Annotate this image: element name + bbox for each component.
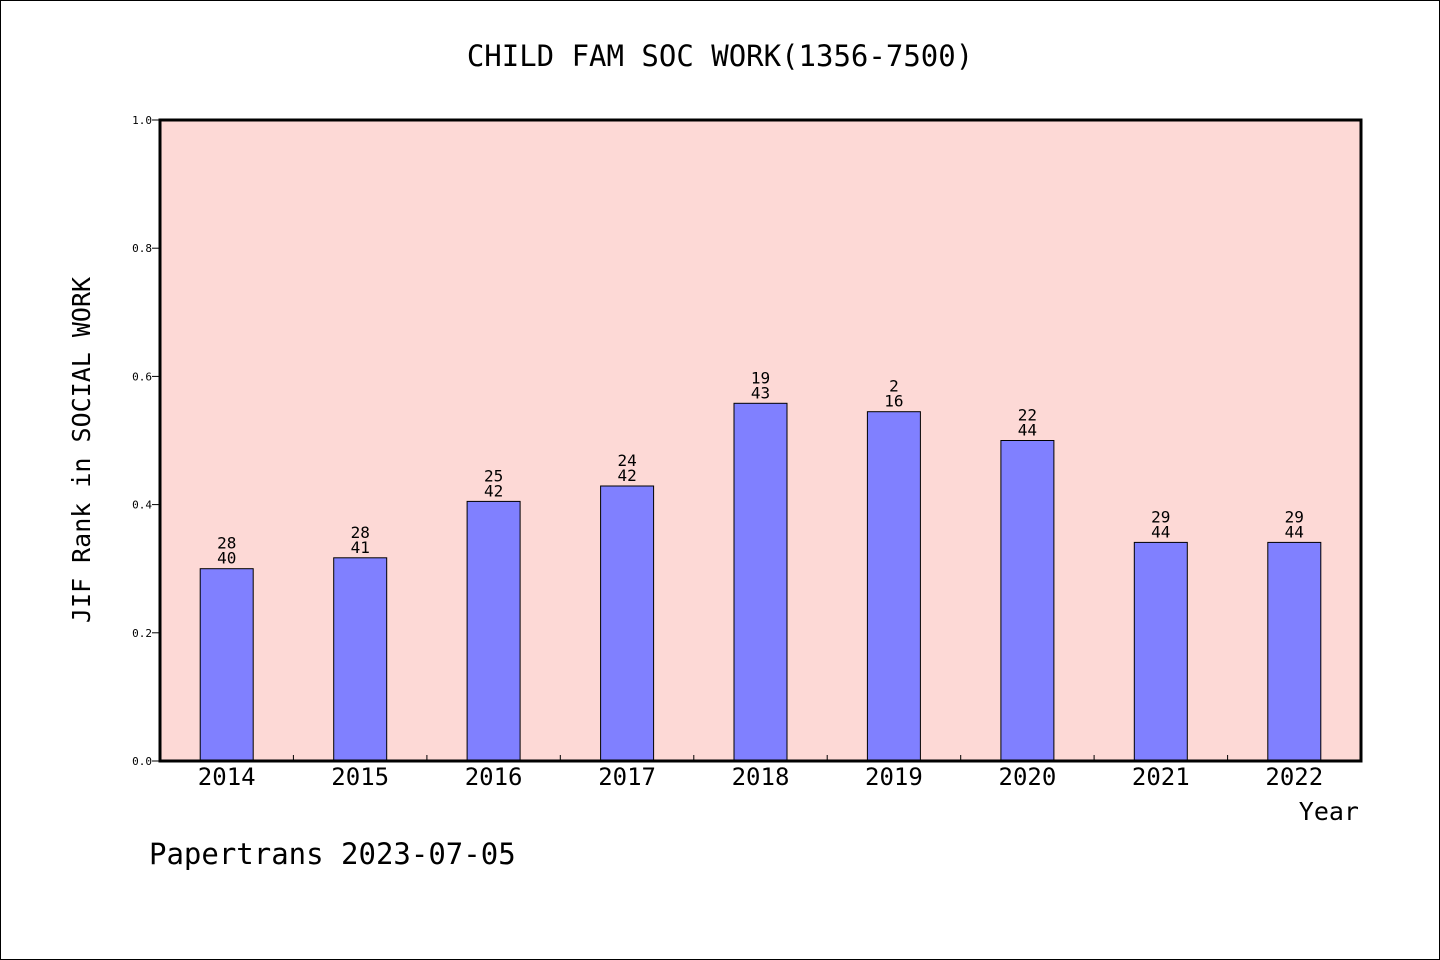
bar-label-total: 44 xyxy=(1151,522,1170,541)
bar-label-rank: 24 xyxy=(617,451,636,470)
bar-label-rank: 28 xyxy=(351,523,370,542)
bar-label-rank: 29 xyxy=(1151,507,1170,526)
bar-2020 xyxy=(1000,440,1055,762)
bar-label-total: 43 xyxy=(751,383,770,402)
bar-label-rank: 22 xyxy=(1018,406,1037,425)
bar-2015 xyxy=(333,557,388,762)
bar-label-total: 42 xyxy=(484,481,503,500)
x-tick-label: 2022 xyxy=(1265,763,1323,791)
x-tick-label: 2014 xyxy=(198,763,256,791)
bar-label-rank: 28 xyxy=(217,534,236,553)
bar-label-total: 44 xyxy=(1285,522,1304,541)
x-axis-label: Year xyxy=(1299,797,1359,826)
y-axis-label: JIF Rank in SOCIAL WORK xyxy=(67,277,96,623)
plot-border xyxy=(158,118,1363,763)
bar-label-total: 41 xyxy=(351,538,370,557)
bar-label-rank: 2 xyxy=(889,377,899,396)
y-tick-label: 0.6 xyxy=(132,370,152,383)
bar-2017 xyxy=(600,485,655,762)
bar-label-total: 44 xyxy=(1018,421,1037,440)
x-tick-label: 2019 xyxy=(865,763,923,791)
y-tick-label: 0.4 xyxy=(132,499,152,512)
bar-2014 xyxy=(199,568,254,762)
bar-2016 xyxy=(466,500,521,762)
bar-2018 xyxy=(733,402,788,762)
x-tick-label: 2015 xyxy=(331,763,389,791)
bar-label-total: 42 xyxy=(617,466,636,485)
bar-label-total: 40 xyxy=(217,549,236,568)
x-tick-label: 2020 xyxy=(999,763,1057,791)
bar-2019 xyxy=(866,411,921,762)
bar-2021 xyxy=(1133,541,1188,762)
bar-label-rank: 29 xyxy=(1285,507,1304,526)
bar-label-rank: 19 xyxy=(751,368,770,387)
x-tick-label: 2017 xyxy=(598,763,656,791)
chart-title: CHILD FAM SOC WORK(1356-7500) xyxy=(467,39,973,73)
x-tick-label: 2018 xyxy=(732,763,790,791)
y-tick-label: 0.8 xyxy=(132,242,152,255)
x-tick-label: 2016 xyxy=(465,763,523,791)
bar-label-rank: 25 xyxy=(484,466,503,485)
bar-label-total: 16 xyxy=(884,392,903,411)
y-tick-label: 0.0 xyxy=(132,755,152,768)
y-tick-label: 1.0 xyxy=(132,114,152,127)
x-tick-label: 2021 xyxy=(1132,763,1190,791)
bar-2022 xyxy=(1267,541,1322,762)
footer-watermark: Papertrans 2023-07-05 xyxy=(149,837,516,871)
y-tick-label: 0.2 xyxy=(132,627,152,640)
